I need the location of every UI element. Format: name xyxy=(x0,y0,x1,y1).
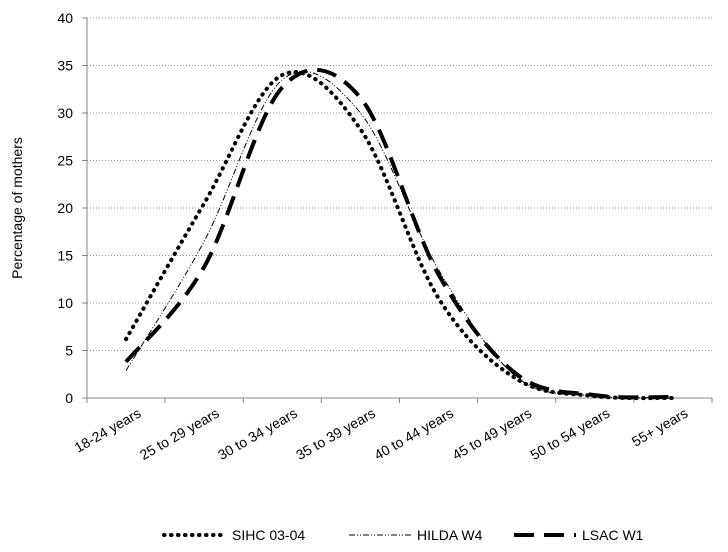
x-tick-label: 25 to 29 years xyxy=(137,405,222,463)
y-tick-label: 40 xyxy=(57,10,73,26)
legend-label-sihc-03-04: SIHC 03-04 xyxy=(232,527,305,543)
x-tick-label: 18-24 years xyxy=(72,405,144,456)
series-line-sihc-03-04 xyxy=(124,70,675,401)
y-tick-label: 10 xyxy=(57,295,73,311)
y-tick-label: 0 xyxy=(65,390,73,406)
y-tick-label: 15 xyxy=(57,248,73,264)
legend-label-lsac-w1: LSAC W1 xyxy=(582,527,644,543)
y-tick-label: 20 xyxy=(57,200,73,216)
gridlines xyxy=(87,17,712,351)
series-line-hilda-w4 xyxy=(125,70,673,399)
x-tick-label: 55+ years xyxy=(629,405,691,450)
y-tick-label: 30 xyxy=(57,105,73,121)
legend: SIHC 03-04 HILDA W4 LSAC W1 xyxy=(162,527,644,543)
y-tick-label: 25 xyxy=(57,153,73,169)
y-tick-label: 5 xyxy=(65,343,73,359)
y-axis-title: Percentage of mothers xyxy=(9,137,25,279)
series-lines xyxy=(124,67,675,401)
x-tick-label: 40 to 44 years xyxy=(371,405,456,463)
x-tick-label: 50 to 54 years xyxy=(527,405,612,463)
y-tick-label: 35 xyxy=(57,58,73,74)
x-tick-label: 30 to 34 years xyxy=(215,405,300,463)
x-tick-label: 35 to 39 years xyxy=(293,405,378,463)
legend-label-hilda-w4: HILDA W4 xyxy=(417,527,483,543)
x-tick-label: 45 to 49 years xyxy=(449,405,534,463)
